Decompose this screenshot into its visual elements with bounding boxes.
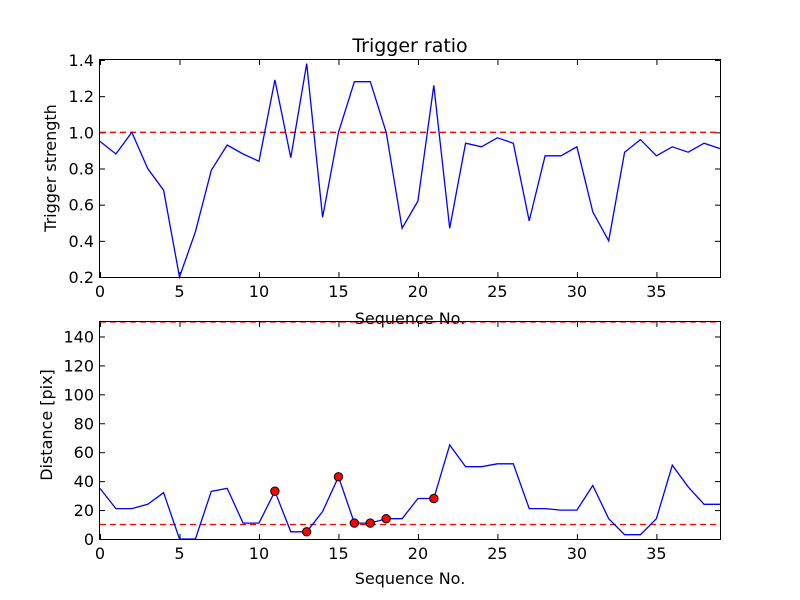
x-tick-label: 0 <box>95 282 105 301</box>
y-tick-label: 60 <box>74 443 94 462</box>
x-tick-label: 35 <box>646 544 666 563</box>
data-point-marker <box>381 514 391 524</box>
x-tick-label: 5 <box>174 544 184 563</box>
y-tick-label: 1.4 <box>69 51 94 70</box>
data-point-marker <box>365 518 375 528</box>
y-tick-label: 0.8 <box>69 160 94 179</box>
chart-title: Trigger ratio <box>351 35 467 57</box>
distance-chart: Sequence No. Distance [pix] 0 5 10 15 20 25 30… <box>37 321 721 588</box>
x-tick-label: 15 <box>328 544 348 563</box>
x-tick-label: 25 <box>487 282 507 301</box>
series-group <box>99 63 721 280</box>
y-tick-label: 140 <box>63 327 94 346</box>
y-tick-label: 80 <box>74 414 94 433</box>
y-tick-label: 1.0 <box>69 123 94 142</box>
y-tick-label: 120 <box>63 356 94 375</box>
x-tick-label: 30 <box>567 282 587 301</box>
data-point-marker <box>301 527 312 537</box>
data-point-marker <box>429 493 439 504</box>
x-axis-label: Sequence No. <box>355 569 466 588</box>
plot-frame <box>99 59 721 278</box>
x-tick-label: 0 <box>95 544 105 563</box>
trigger-ratio-chart: Trigger ratio Sequence No. Trigger stren… <box>41 35 721 328</box>
series-group <box>99 443 720 540</box>
y-tick-label: 100 <box>63 385 94 404</box>
x-tick-label: 35 <box>646 282 666 301</box>
markers-group <box>270 472 439 537</box>
x-tick-label: 20 <box>408 544 428 563</box>
y-axis-label: Distance [pix] <box>37 369 56 481</box>
data-point-marker <box>349 518 360 528</box>
y-tick-label: 0.2 <box>69 268 94 287</box>
x-tick-label: 15 <box>328 282 348 301</box>
y-tick-label: 0 <box>84 530 94 549</box>
ticks-group: 0 5 10 15 20 25 30 35 0 20 40 60 80 100 120 140 <box>63 322 720 563</box>
y-tick-label: 40 <box>74 472 94 491</box>
x-axis-label: Sequence No. <box>355 309 466 328</box>
y-tick-label: 1.2 <box>69 87 94 106</box>
y-tick-label: 0.6 <box>69 196 94 215</box>
x-tick-label: 25 <box>487 544 507 563</box>
series-line <box>99 443 720 540</box>
x-tick-label: 5 <box>174 282 184 301</box>
x-tick-label: 30 <box>567 544 587 563</box>
plot-frame <box>99 321 721 540</box>
x-tick-label: 20 <box>408 282 428 301</box>
series-line <box>99 63 721 280</box>
ticks-group: 0 5 10 15 20 25 30 35 0.2 0.4 0.6 0.8 1.0 1.2 1.4 <box>69 51 720 301</box>
y-tick-label: 0.4 <box>69 232 94 251</box>
data-point-marker <box>270 486 280 496</box>
x-tick-label: 10 <box>249 282 269 301</box>
y-axis-label: Trigger strength <box>41 104 60 233</box>
data-point-marker <box>333 472 344 482</box>
x-tick-label: 10 <box>249 544 269 563</box>
y-tick-label: 20 <box>74 501 94 520</box>
